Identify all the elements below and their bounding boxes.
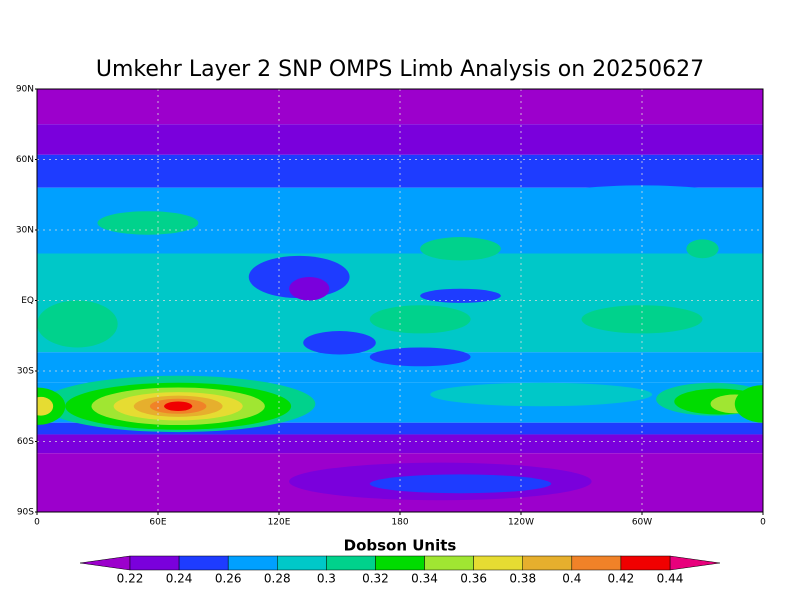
contour-blob (57, 253, 179, 301)
colorbar-label: 0.36 (460, 572, 487, 586)
lat-tick-label: 30S (17, 367, 34, 377)
map-title: Umkehr Layer 2 SNP OMPS Limb Analysis on… (96, 57, 704, 82)
colorbar-box (326, 555, 376, 571)
colorbar-label: 0.38 (509, 572, 536, 586)
colorbar-label: 0.3 (317, 572, 336, 586)
contour-blob (164, 401, 193, 411)
lon-tick-label: 0 (760, 518, 766, 528)
colorbar-box (473, 555, 523, 571)
contour-band (37, 154, 763, 188)
lat-tick-label: EQ (21, 296, 34, 306)
lon-tick-label: 0 (34, 518, 40, 528)
lon-tick-label: 120E (268, 518, 291, 528)
contour-band (37, 422, 763, 435)
lat-tick-label: 30N (16, 226, 34, 236)
contour-blob (303, 331, 376, 355)
colorbar-label: 0.42 (608, 572, 635, 586)
contour-band (37, 89, 763, 125)
lon-tick-label: 180 (391, 518, 408, 528)
contour-blob (420, 237, 501, 261)
colorbar-over (669, 555, 721, 571)
colorbar-box (375, 555, 425, 571)
contour-blob (37, 300, 118, 348)
lat-tick-label: 60N (16, 155, 34, 165)
contour-blob (430, 382, 653, 407)
contour-blob (686, 239, 719, 259)
contour-blob (369, 305, 471, 334)
lat-tick-label: 90N (16, 85, 34, 95)
colorbar-label: 0.44 (657, 572, 684, 586)
lon-tick-label: 60W (632, 518, 652, 528)
contour-blob (369, 347, 471, 367)
colorbar-label: 0.22 (117, 572, 144, 586)
colorbar-box (178, 555, 229, 571)
contour-blob (561, 185, 723, 205)
colorbar-label: 0.24 (166, 572, 193, 586)
lat-tick-label: 90S (17, 508, 34, 518)
colorbar-label: 0.28 (264, 572, 291, 586)
lat-tick-label: 60S (17, 437, 34, 447)
colorbar-label: 0.34 (411, 572, 438, 586)
contour-blob (37, 396, 54, 416)
colorbar-box (277, 555, 327, 571)
colorbar-under (79, 555, 131, 571)
colorbar-box (620, 555, 671, 571)
colorbar-box (424, 555, 474, 571)
colorbar-label: 0.26 (215, 572, 242, 586)
contour-blob (420, 288, 501, 303)
colorbar-box (522, 555, 573, 571)
colorbar-box (129, 555, 180, 571)
contour-blob (97, 211, 199, 235)
contour-blob (734, 385, 763, 423)
lon-tick-label: 120W (508, 518, 534, 528)
colorbar-box (227, 555, 278, 571)
colorbar-title: Dobson Units (344, 537, 457, 555)
contour-blob (369, 474, 552, 494)
lon-tick-label: 60E (149, 518, 166, 528)
colorbar-box (571, 555, 622, 571)
contour-blob (289, 277, 330, 301)
colorbar-label: 0.32 (362, 572, 389, 586)
contour-blob (581, 305, 703, 334)
colorbar-label: 0.4 (562, 572, 581, 586)
colorbar: 0.22 0.24 0.26 0.28 0.3 0.32 0.34 0.36 0.38 0.4 0.… (79, 555, 721, 586)
map-frame (36, 88, 764, 513)
